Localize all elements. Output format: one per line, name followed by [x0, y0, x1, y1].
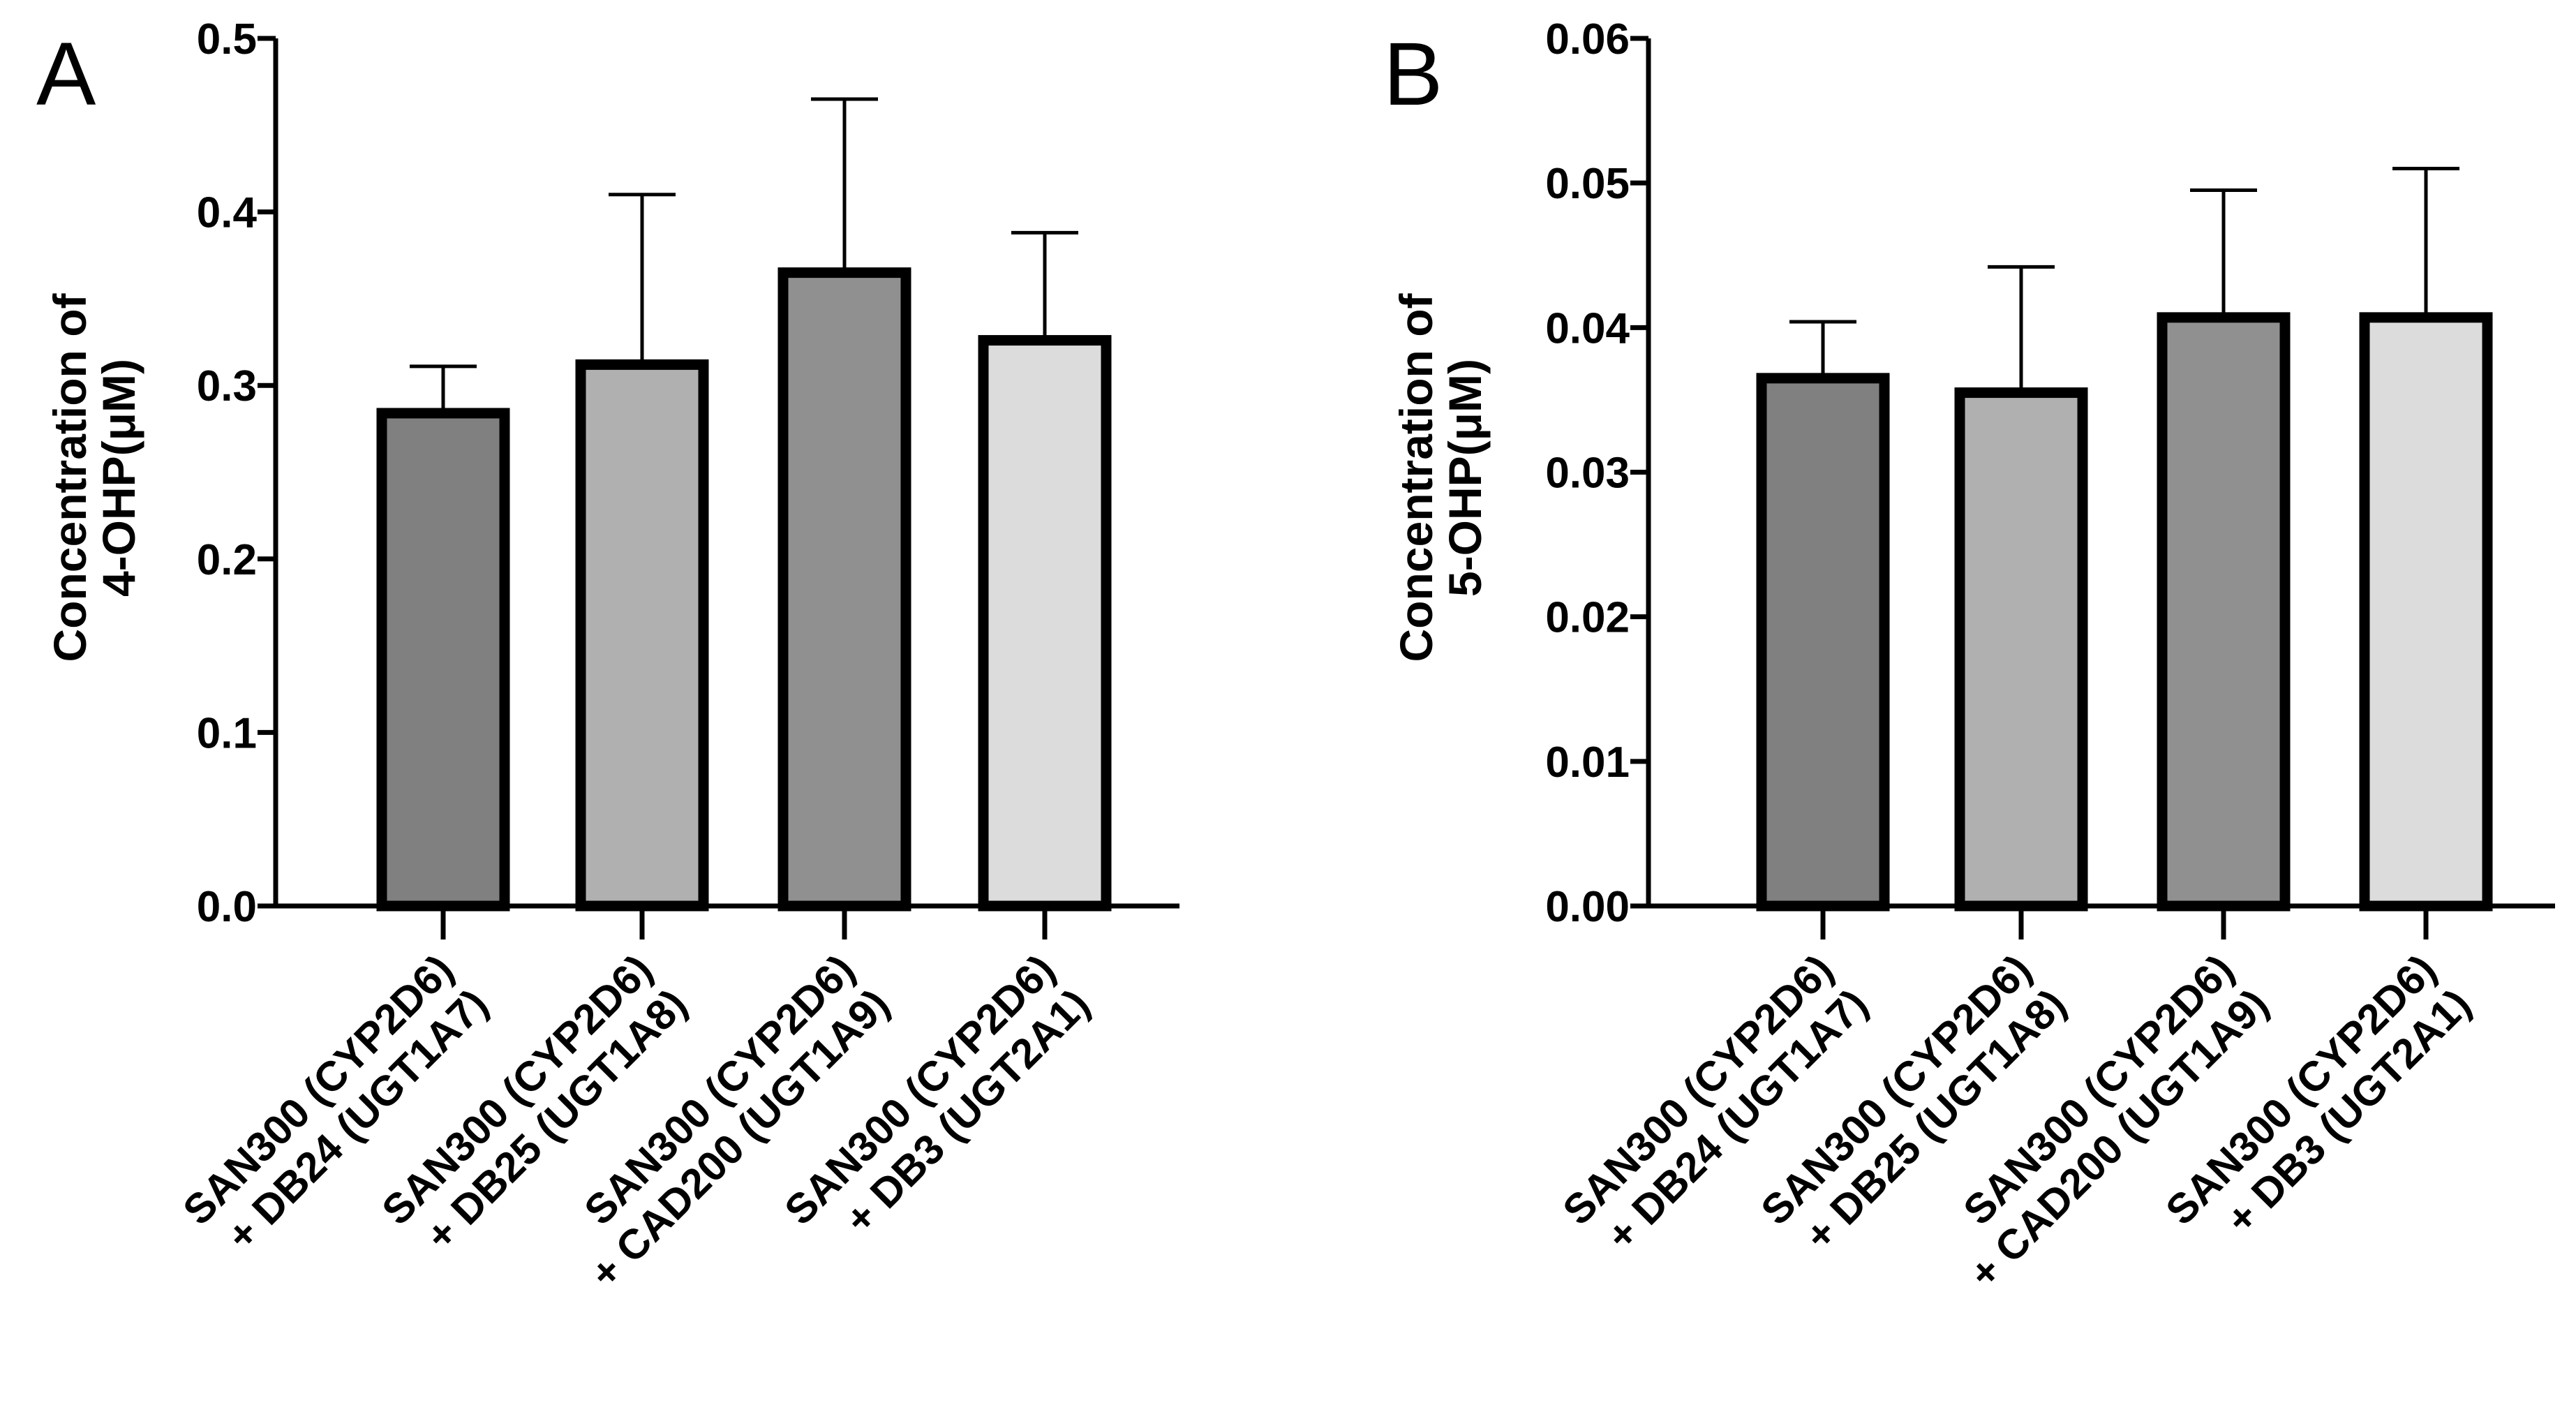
y-axis-title: 4-OHP(μM) [93, 359, 144, 597]
y-tick-label: 0.04 [1545, 304, 1630, 352]
bar [2359, 312, 2493, 912]
bar [376, 408, 510, 912]
y-tick-label: 0.05 [1545, 160, 1630, 208]
bar [978, 335, 1112, 912]
bar [575, 359, 709, 912]
y-axis-title: Concentration of [1390, 292, 1442, 662]
y-tick-label: 0.01 [1545, 738, 1630, 787]
y-tick-label: 0.2 [197, 536, 257, 584]
y-tick-label: 0.1 [197, 709, 257, 757]
y-tick-label: 0.02 [1545, 594, 1630, 642]
y-tick-label: 0.3 [197, 362, 257, 410]
bar [1954, 387, 2088, 912]
y-tick-label: 0.06 [1545, 15, 1630, 64]
y-tick-label: 0.5 [197, 15, 257, 64]
panel-letter: B [1383, 24, 1443, 124]
bar [777, 267, 911, 912]
bar [2157, 312, 2291, 912]
panel-letter: A [36, 24, 96, 124]
y-tick-label: 0.4 [197, 189, 258, 237]
bar [1756, 373, 1890, 912]
y-tick-label: 0.0 [197, 883, 257, 931]
y-axis-title: 5-OHP(μM) [1439, 359, 1491, 597]
y-tick-label: 0.03 [1545, 450, 1630, 498]
y-tick-label: 0.00 [1545, 883, 1630, 931]
y-axis-title: Concentration of [44, 292, 96, 662]
